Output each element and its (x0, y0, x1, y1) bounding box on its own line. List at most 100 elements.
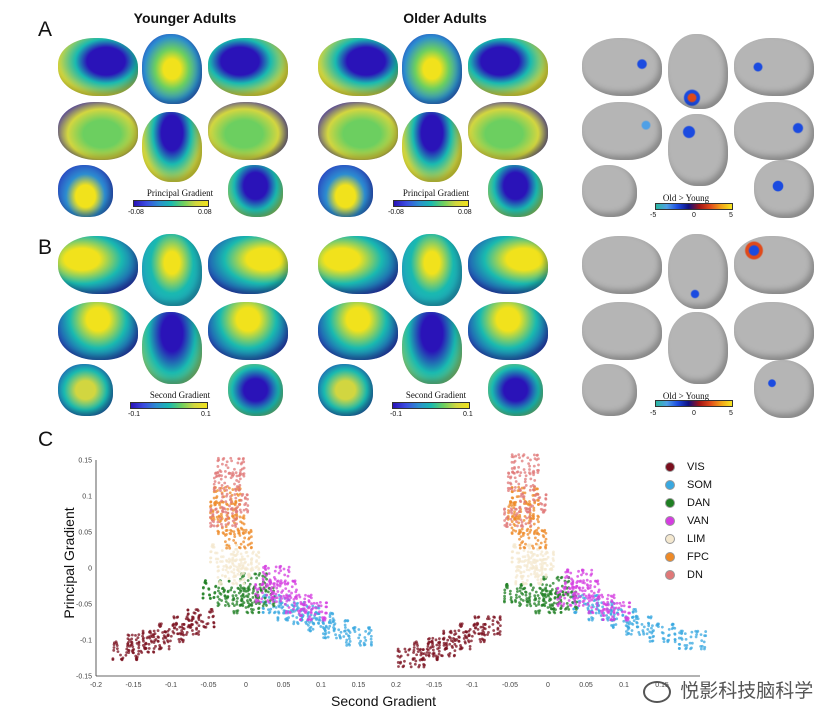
scatter-point-lim (209, 550, 213, 554)
scatter-point-van (325, 605, 328, 609)
scatter-point-som (678, 631, 681, 635)
scatter-point-vis (498, 624, 502, 628)
scatter-point-van (562, 602, 566, 605)
scatter-point-van (621, 601, 625, 604)
scatter-point-dn (506, 475, 510, 479)
scatter-point-dn (236, 461, 240, 465)
scatter-point-dn (533, 457, 537, 461)
scatter-point-fpc (215, 496, 218, 500)
scatter-point-dan (524, 591, 528, 594)
scatter-point-som (671, 623, 675, 626)
scatter-point-som (364, 630, 368, 633)
scatter-point-van (273, 582, 276, 585)
scatter-point-fpc (539, 541, 543, 545)
scatter-point-dan (534, 611, 538, 615)
scatter-point-dn (235, 479, 239, 482)
scatter-point-vis (127, 640, 130, 644)
scatter-point-som (677, 642, 681, 646)
scatter-point-van (310, 602, 313, 606)
scatter-point-van (569, 604, 573, 607)
scatter-point-fpc (537, 515, 540, 519)
scatter-point-som (635, 625, 639, 629)
scatter-point-dn (219, 477, 223, 481)
scatter-point-van (292, 607, 295, 611)
scatter-point-van (274, 592, 278, 596)
scatter-point-dn (510, 511, 514, 515)
scatter-point-som (306, 623, 310, 627)
scatter-point-lim (232, 568, 236, 571)
scatter-point-dn (242, 508, 246, 512)
legend-marker (665, 498, 675, 508)
scatter-point-dn (506, 486, 510, 490)
scatter-point-dn (216, 520, 220, 524)
y-tick-label: 0.05 (78, 530, 92, 537)
scatter-point-dn (235, 485, 239, 488)
scatter-point-fpc (219, 512, 223, 516)
scatter-point-van (303, 597, 307, 601)
scatter-point-fpc (507, 511, 510, 515)
scatter-point-van (294, 590, 298, 594)
scatter-point-van (586, 584, 590, 588)
scatter-point-vis (126, 637, 130, 641)
scatter-point-dn (230, 459, 234, 463)
scatter-point-dn (213, 489, 216, 492)
scatter-point-dn (234, 508, 238, 512)
scatter-point-som (317, 622, 321, 625)
scatter-point-vis (434, 654, 438, 658)
scatter-point-dn (524, 522, 528, 526)
scatter-point-lim (520, 577, 524, 580)
x-tick-label: 0 (244, 682, 248, 689)
scatter-point-dn (224, 475, 228, 479)
scatter-point-van (581, 568, 585, 572)
scatter-point-fpc (225, 502, 228, 506)
scatter-point-dan (528, 595, 532, 598)
scatter-point-vis (207, 616, 211, 619)
scatter-point-vis (465, 630, 469, 634)
scatter-point-lim (535, 572, 539, 575)
scatter-point-vis (486, 615, 490, 618)
scatter-point-van (272, 584, 276, 588)
scatter-point-dan (232, 604, 236, 607)
scatter-point-dn (220, 525, 224, 528)
scatter-point-dn (528, 508, 532, 512)
scatter-point-dn (235, 516, 239, 520)
scatter-point-som (272, 611, 276, 615)
scatter-point-lim (230, 570, 234, 574)
scatter-point-som (323, 627, 326, 631)
scatter-point-dan (226, 602, 230, 605)
scatter-point-som (673, 626, 677, 630)
scatter-point-vis (473, 615, 477, 619)
scatter-point-fpc (510, 490, 514, 494)
scatter-point-van (622, 604, 626, 608)
scatter-point-vis (142, 639, 145, 643)
scatter-point-lim (254, 553, 258, 557)
scatter-point-dn (216, 465, 220, 468)
scatter-point-van (610, 617, 613, 621)
scatter-point-lim (545, 564, 549, 567)
scatter-point-dan (227, 579, 231, 583)
scatter-point-fpc (537, 526, 540, 530)
scatter-point-dan (542, 597, 546, 601)
scatter-point-vis (492, 629, 496, 632)
scatter-point-dan (528, 592, 532, 596)
scatter-point-lim (533, 572, 536, 576)
scatter-point-vis (464, 641, 467, 645)
scatter-point-fpc (532, 546, 535, 550)
scatter-point-dan (548, 603, 552, 607)
scatter-point-dan (201, 596, 205, 600)
scatter-point-fpc (518, 546, 522, 550)
scatter-point-vis (185, 630, 189, 634)
scatter-point-van (265, 582, 269, 586)
scatter-point-vis (199, 613, 202, 617)
scatter-point-van (621, 610, 624, 614)
scatter-point-dn (521, 495, 525, 499)
scatter-point-van (278, 584, 282, 588)
scatter-point-dn (513, 489, 516, 492)
scatter-point-vis (472, 624, 476, 628)
scatter-point-van (601, 614, 605, 617)
scatter-point-fpc (519, 535, 523, 539)
scatter-point-dan (548, 611, 552, 615)
scatter-point-dn (209, 515, 212, 519)
scatter-point-vis (451, 646, 454, 649)
scatter-point-dan (529, 583, 533, 587)
